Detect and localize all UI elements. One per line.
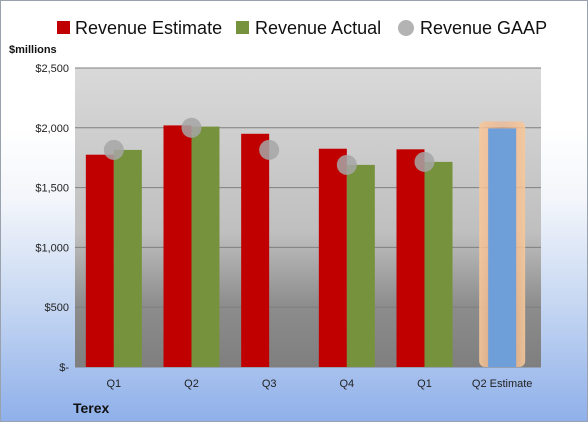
- x-axis-labels: Q1 Q2 Q3 Q4 Q1 Q2 Estimate: [106, 378, 532, 390]
- legend-label-revenue-gaap: Revenue GAAP: [420, 18, 547, 38]
- marker-revenue-gaap: [181, 117, 202, 138]
- bar-revenue-actual: [346, 164, 375, 367]
- marker-revenue-gaap: [103, 139, 124, 160]
- bar-revenue-actual: [113, 149, 142, 367]
- gaap-markers: [103, 117, 435, 175]
- y-axis-ticks: $- $500 $1,000 $1,500 $2,000 $2,500: [35, 63, 69, 374]
- bar-revenue-estimate: [396, 149, 425, 367]
- x-tick-label: Q3: [262, 378, 277, 390]
- legend-label-revenue-estimate: Revenue Estimate: [75, 18, 222, 38]
- y-tick-label: $2,000: [35, 123, 69, 135]
- marker-revenue-gaap: [336, 154, 357, 175]
- bar-revenue-actual: [424, 161, 453, 367]
- bar-revenue-estimate-future: [488, 128, 517, 367]
- legend-swatch-revenue-actual: [236, 21, 249, 34]
- plot-area: [75, 68, 541, 367]
- y-tick-label: $2,500: [35, 63, 69, 75]
- gridlines: [75, 67, 541, 368]
- marker-revenue-gaap: [259, 139, 280, 160]
- legend-marker-revenue-gaap: [398, 20, 414, 36]
- x-tick-label: Q2 Estimate: [472, 378, 533, 390]
- bars: [85, 121, 526, 368]
- legend: Revenue Estimate Revenue Actual Revenue …: [57, 18, 547, 38]
- bar-revenue-estimate: [163, 125, 192, 368]
- company-label: Terex: [73, 400, 110, 416]
- y-tick-label: $500: [45, 302, 69, 314]
- x-tick-label: Q4: [339, 378, 354, 390]
- bar-revenue-actual: [191, 126, 220, 367]
- bar-revenue-estimate: [241, 133, 270, 367]
- x-tick-label: Q2: [184, 378, 199, 390]
- x-tick-label: Q1: [417, 378, 432, 390]
- y-tick-label: $1,500: [35, 183, 69, 195]
- bar-revenue-estimate: [85, 154, 114, 367]
- y-tick-label: $-: [59, 362, 69, 374]
- legend-swatch-revenue-estimate: [57, 21, 70, 34]
- x-tick-label: Q1: [106, 378, 121, 390]
- marker-revenue-gaap: [414, 151, 435, 172]
- bar-revenue-estimate: [318, 148, 347, 367]
- legend-label-revenue-actual: Revenue Actual: [255, 18, 381, 38]
- y-axis-unit-label: $millions: [9, 44, 57, 56]
- y-tick-label: $1,000: [35, 242, 69, 254]
